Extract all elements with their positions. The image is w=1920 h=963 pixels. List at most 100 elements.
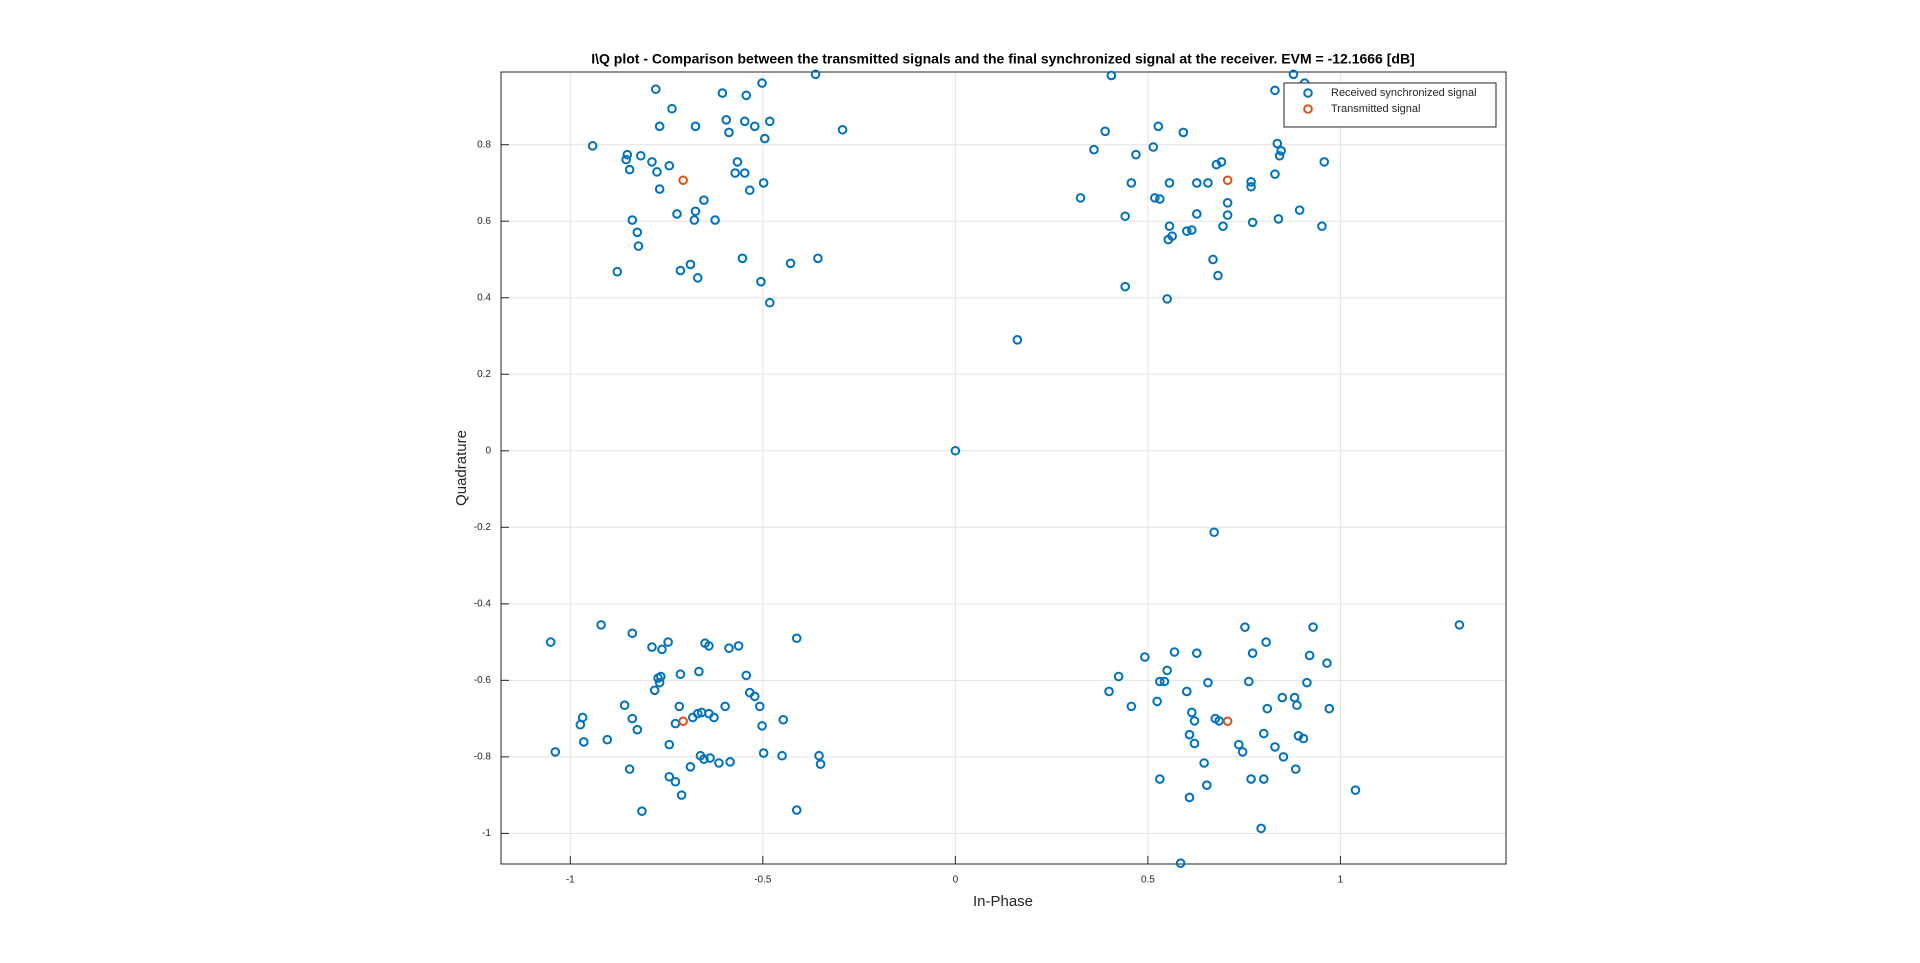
point [1159, 676, 1170, 687]
point [1302, 677, 1312, 688]
point [550, 747, 561, 757]
point [1153, 121, 1164, 132]
point [1155, 774, 1165, 784]
point [1237, 747, 1248, 757]
point [663, 637, 673, 647]
point [1203, 178, 1213, 188]
point [676, 790, 687, 800]
y-tick-label: 0.6 [477, 216, 491, 227]
point [596, 620, 606, 630]
point [1184, 729, 1195, 740]
point [675, 265, 686, 276]
point [664, 771, 675, 782]
point [657, 644, 667, 655]
point [749, 121, 760, 132]
chart-title: I\Q plot - Comparison between the transm… [591, 51, 1414, 67]
point [1164, 178, 1175, 188]
point [1222, 210, 1233, 220]
point [1292, 700, 1302, 711]
point [1169, 647, 1180, 657]
point [737, 253, 748, 264]
y-tick-label: -0.4 [474, 598, 492, 609]
point [1202, 780, 1212, 790]
point [1089, 144, 1099, 155]
point [602, 734, 613, 745]
point [1155, 194, 1165, 204]
point [699, 195, 709, 205]
point [814, 750, 824, 761]
point [1277, 692, 1288, 703]
point [664, 160, 675, 171]
point [1012, 335, 1023, 345]
point [627, 713, 638, 724]
point [655, 671, 666, 682]
point [1162, 665, 1172, 676]
x-tick-label: 0 [953, 875, 959, 886]
point [612, 266, 623, 277]
point [732, 157, 743, 167]
point [1247, 217, 1258, 228]
point [664, 739, 675, 750]
point [714, 758, 724, 768]
point [678, 716, 688, 727]
point [1075, 193, 1086, 203]
point [1203, 677, 1213, 688]
legend-label: Transmitted signal [1331, 103, 1420, 115]
x-tick-label: -0.5 [754, 875, 772, 886]
point [674, 701, 685, 712]
point [777, 750, 787, 761]
point [1181, 226, 1192, 236]
point [667, 103, 677, 114]
point [1213, 270, 1223, 281]
point [1240, 622, 1250, 632]
point [730, 168, 740, 178]
point [649, 685, 660, 696]
point [709, 712, 719, 723]
point [1319, 157, 1330, 167]
point [1191, 178, 1202, 188]
point [545, 637, 556, 647]
point [1218, 221, 1228, 231]
point [672, 209, 682, 219]
point [1222, 175, 1233, 186]
point [950, 445, 961, 456]
point [1246, 177, 1256, 187]
point [1186, 225, 1197, 235]
point [1184, 792, 1195, 803]
point [785, 258, 796, 269]
point [1273, 214, 1284, 224]
point [739, 116, 750, 127]
point [741, 90, 752, 101]
point [764, 116, 775, 127]
point [1261, 637, 1271, 647]
point [1298, 733, 1309, 744]
point [578, 737, 589, 747]
point [749, 691, 760, 702]
point [1304, 650, 1315, 661]
point [758, 178, 769, 188]
point [685, 259, 696, 270]
point [1272, 138, 1283, 149]
point [1189, 716, 1200, 726]
y-tick-label: -0.2 [474, 522, 492, 533]
point [1262, 703, 1273, 714]
point [654, 184, 665, 194]
point [670, 776, 681, 787]
point [1290, 764, 1301, 774]
point [1155, 676, 1165, 687]
y-tick-label: 0.4 [477, 292, 491, 303]
point [710, 215, 720, 225]
point [1150, 193, 1160, 203]
point [1258, 774, 1269, 784]
point [1209, 527, 1219, 538]
x-tick-label: 1 [1338, 875, 1344, 886]
point [705, 753, 715, 763]
point [1152, 696, 1162, 707]
point [754, 701, 765, 712]
point [756, 276, 766, 287]
point [1106, 70, 1117, 81]
point [575, 719, 586, 730]
point [1113, 671, 1124, 682]
point [1294, 205, 1305, 215]
